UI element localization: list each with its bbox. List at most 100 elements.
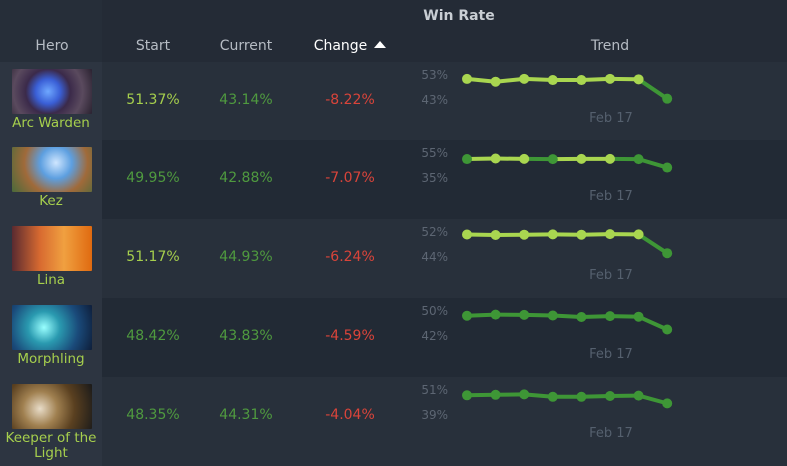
header-group-row: Win Rate: [0, 0, 787, 62]
hero-row: Keeper of the Light 48.35% 44.31% -4.04%…: [0, 377, 787, 466]
trend-point[interactable]: [547, 391, 558, 402]
trend-axis-bottom: 42%: [421, 329, 448, 343]
trend-point[interactable]: [576, 312, 587, 322]
hero-name[interactable]: Arc Warden: [12, 115, 90, 131]
hero-header-bg: [0, 0, 102, 62]
hero-row: Lina 51.17% 44.93% -6.24% 52% 44% Feb 17: [0, 219, 787, 298]
trend-point[interactable]: [490, 389, 501, 400]
trend-point[interactable]: [547, 229, 558, 240]
column-change[interactable]: Change: [290, 38, 410, 54]
winrate-change: -8.22%: [325, 92, 375, 108]
trend-point[interactable]: [633, 390, 644, 401]
hero-name[interactable]: Morphling: [17, 351, 85, 367]
trend-axis-bottom: 35%: [421, 171, 448, 185]
current-winrate: 43.83%: [219, 328, 273, 344]
start-winrate: 51.37%: [126, 92, 180, 108]
column-change-label: Change: [313, 38, 368, 54]
trend-point[interactable]: [605, 73, 615, 84]
trend-point[interactable]: [462, 310, 472, 321]
trend-x-label: Feb 17: [589, 189, 633, 204]
trend-point[interactable]: [576, 229, 587, 240]
trend-point[interactable]: [633, 74, 644, 85]
hero-cell[interactable]: Arc Warden: [0, 62, 102, 141]
column-trend[interactable]: Trend: [590, 38, 630, 54]
trend-point[interactable]: [662, 93, 673, 104]
trend-segment: [637, 232, 669, 255]
hero-cell[interactable]: Lina: [0, 219, 102, 298]
winrate-change: -4.59%: [325, 328, 375, 344]
trend-x-label: Feb 17: [589, 268, 633, 283]
start-winrate: 48.42%: [126, 328, 180, 344]
trend-point[interactable]: [605, 229, 615, 240]
hero-row: Kez 49.95% 42.88% -7.07% 55% 35% Feb 17: [0, 140, 787, 219]
hero-cell[interactable]: Keeper of the Light: [0, 377, 102, 466]
hero-portrait[interactable]: [12, 384, 92, 429]
start-winrate: 51.17%: [126, 249, 180, 265]
trend-sparkline: 51% 39% Feb 17: [421, 383, 673, 441]
trend-point[interactable]: [605, 153, 615, 164]
hero-row: Arc Warden 51.37% 43.14% -8.22% 53% 43% …: [0, 62, 787, 141]
trend-x-label: Feb 17: [589, 426, 633, 441]
trend-point[interactable]: [462, 229, 472, 240]
hero-name[interactable]: Keeper of the Light: [5, 430, 97, 461]
trend-point[interactable]: [462, 73, 472, 84]
hero-portrait[interactable]: [12, 226, 92, 271]
trend-point[interactable]: [490, 153, 501, 164]
current-winrate: 44.31%: [219, 407, 273, 423]
trend-point[interactable]: [519, 153, 530, 164]
trend-point[interactable]: [490, 309, 501, 320]
trend-x-label: Feb 17: [589, 347, 633, 362]
sort-ascending-icon: [374, 41, 387, 48]
trend-point[interactable]: [662, 162, 673, 173]
trend-point[interactable]: [547, 154, 558, 165]
trend-sparkline: 50% 42% Feb 17: [421, 304, 673, 362]
hero-portrait[interactable]: [12, 147, 92, 192]
trend-point[interactable]: [519, 73, 530, 84]
current-winrate: 44.93%: [219, 249, 273, 265]
trend-sparkline: 55% 35% Feb 17: [421, 146, 673, 204]
hero-cell[interactable]: Morphling: [0, 298, 102, 377]
hero-cell[interactable]: Kez: [0, 140, 102, 219]
trend-axis-top: 55%: [421, 146, 448, 160]
trend-point[interactable]: [662, 398, 673, 409]
column-header-row: Hero Start Current Change Trend: [0, 33, 787, 62]
trend-axis-top: 53%: [421, 68, 448, 82]
column-start[interactable]: Start: [135, 38, 171, 54]
hero-portrait[interactable]: [12, 305, 92, 350]
trend-point[interactable]: [633, 154, 644, 165]
trend-point[interactable]: [576, 391, 587, 402]
trend-segment: [637, 77, 669, 101]
trend-point[interactable]: [547, 75, 558, 86]
trend-axis-top: 51%: [421, 383, 448, 397]
trend-axis-top: 50%: [421, 304, 448, 318]
start-winrate: 49.95%: [126, 170, 180, 186]
trend-sparkline: 52% 44% Feb 17: [421, 225, 673, 283]
trend-point[interactable]: [576, 153, 587, 164]
hero-name[interactable]: Kez: [39, 193, 63, 209]
trend-point[interactable]: [462, 390, 472, 401]
trend-point[interactable]: [576, 75, 587, 86]
current-winrate: 43.14%: [219, 92, 273, 108]
win-rate-group-title: Win Rate: [423, 8, 495, 24]
trend-point[interactable]: [662, 248, 673, 259]
trend-axis-bottom: 39%: [421, 408, 448, 422]
trend-point[interactable]: [605, 311, 615, 322]
trend-point[interactable]: [662, 324, 673, 335]
trend-point[interactable]: [605, 391, 615, 401]
hero-portrait[interactable]: [12, 69, 92, 114]
trend-point[interactable]: [490, 76, 501, 87]
trend-point[interactable]: [519, 309, 530, 320]
trend-axis-bottom: 44%: [421, 250, 448, 264]
trend-point[interactable]: [547, 310, 558, 321]
trend-point[interactable]: [633, 311, 644, 322]
column-hero[interactable]: Hero: [35, 38, 69, 54]
trend-point[interactable]: [490, 230, 501, 240]
trend-x-label: Feb 17: [589, 111, 633, 126]
trend-point[interactable]: [633, 229, 644, 240]
trend-point[interactable]: [519, 389, 530, 400]
trend-axis-bottom: 43%: [421, 93, 448, 107]
hero-name[interactable]: Lina: [36, 272, 66, 288]
column-current[interactable]: Current: [219, 38, 273, 54]
trend-point[interactable]: [519, 229, 530, 240]
trend-point[interactable]: [462, 154, 472, 165]
